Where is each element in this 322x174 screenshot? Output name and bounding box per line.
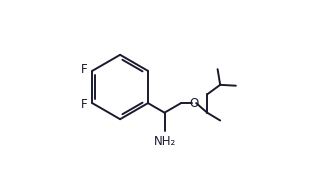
Text: F: F <box>80 98 87 111</box>
Text: F: F <box>80 63 87 76</box>
Text: O: O <box>189 97 199 110</box>
Text: NH₂: NH₂ <box>153 135 175 148</box>
